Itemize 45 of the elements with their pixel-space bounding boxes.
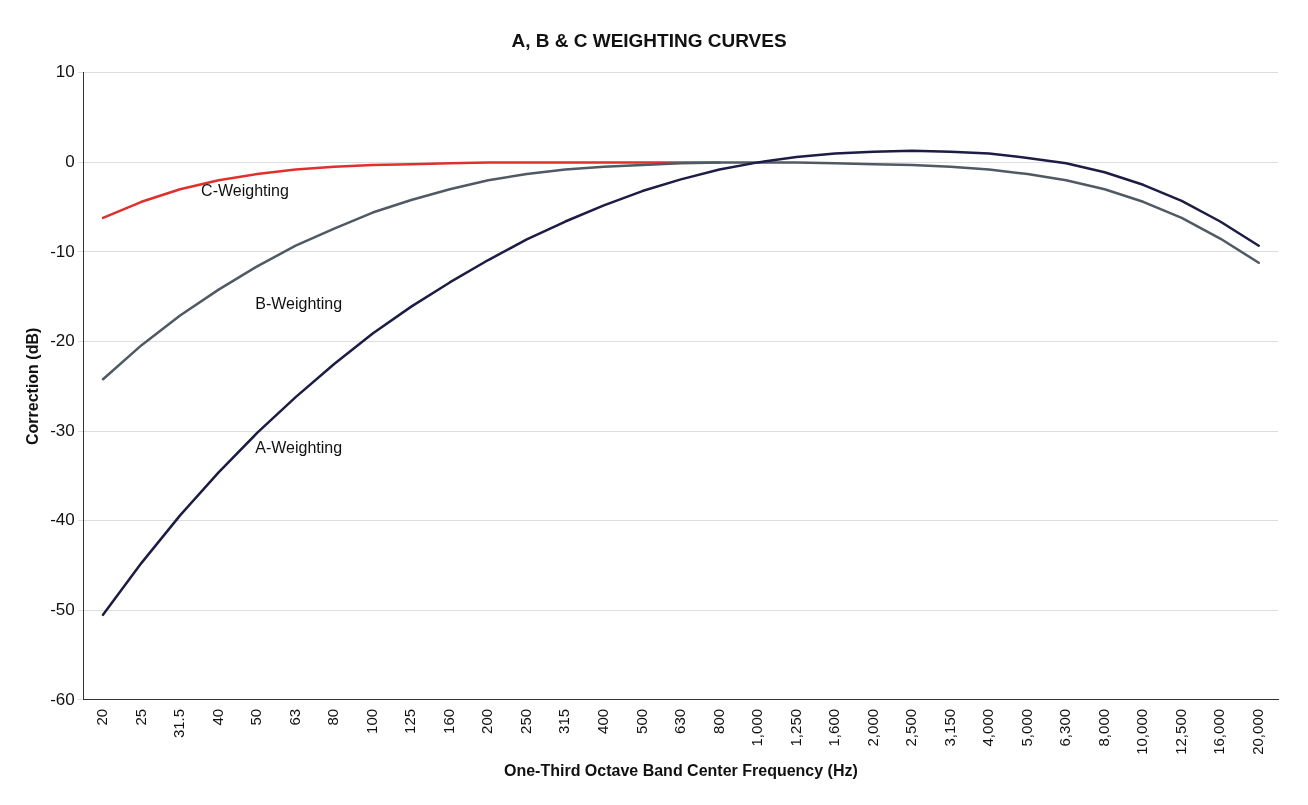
chart-title: A, B & C WEIGHTING CURVES — [511, 29, 787, 51]
y-tick-label: 0 — [65, 152, 75, 172]
annotation: A-Weighting — [255, 439, 343, 457]
y-tick-label: -10 — [50, 241, 75, 261]
y-tick-label: -50 — [50, 600, 75, 620]
x-tick-label: 20 — [93, 708, 111, 726]
annotation: B-Weighting — [255, 295, 343, 313]
x-tick-label: 400 — [593, 708, 611, 734]
x-tick-label: 63 — [285, 708, 303, 726]
y-tick-label: -30 — [50, 420, 75, 440]
y-axis-title: Correction (dB) — [24, 327, 42, 446]
x-tick-label: 20,000 — [1248, 708, 1266, 755]
y-tick-label: 10 — [55, 62, 75, 82]
x-tick-label: 630 — [671, 708, 689, 734]
annotation: C-Weighting — [201, 182, 289, 200]
x-tick-label: 315 — [555, 708, 573, 734]
y-tick-label: -20 — [50, 331, 75, 351]
x-tick-label: 40 — [208, 708, 226, 726]
x-tick-label: 2,000 — [863, 708, 881, 747]
x-tick-label: 1,000 — [748, 708, 766, 747]
x-tick-label: 1,600 — [825, 708, 843, 747]
x-tick-label: 6,300 — [1056, 708, 1074, 747]
y-tick-label: -40 — [50, 510, 75, 530]
x-tick-label: 800 — [709, 708, 727, 734]
x-tick-label: 10,000 — [1133, 708, 1151, 755]
x-tick-label: 50 — [247, 708, 265, 726]
x-tick-label: 100 — [362, 708, 380, 734]
x-tick-label: 200 — [478, 708, 496, 734]
x-tick-label: 25 — [131, 708, 149, 726]
x-tick-label: 80 — [324, 708, 342, 726]
x-tick-label: 8,000 — [1094, 708, 1112, 747]
x-tick-label: 4,000 — [979, 708, 997, 747]
x-tick-label: 1,250 — [786, 708, 804, 747]
x-tick-label: 31.5 — [170, 708, 188, 739]
x-tick-label: 2,500 — [902, 708, 920, 747]
x-tick-label: 12,500 — [1171, 708, 1189, 755]
x-axis-title: One-Third Octave Band Center Frequency (Hz) — [503, 761, 858, 779]
x-tick-label: 500 — [632, 708, 650, 734]
x-tick-label: 3,150 — [940, 708, 958, 747]
x-tick-label: 16,000 — [1210, 708, 1228, 755]
x-tick-label: 250 — [516, 708, 534, 734]
x-tick-label: 160 — [439, 708, 457, 734]
y-tick-label: -60 — [50, 689, 75, 709]
x-tick-label: 125 — [401, 708, 419, 734]
x-tick-label: 5,000 — [1017, 708, 1035, 747]
